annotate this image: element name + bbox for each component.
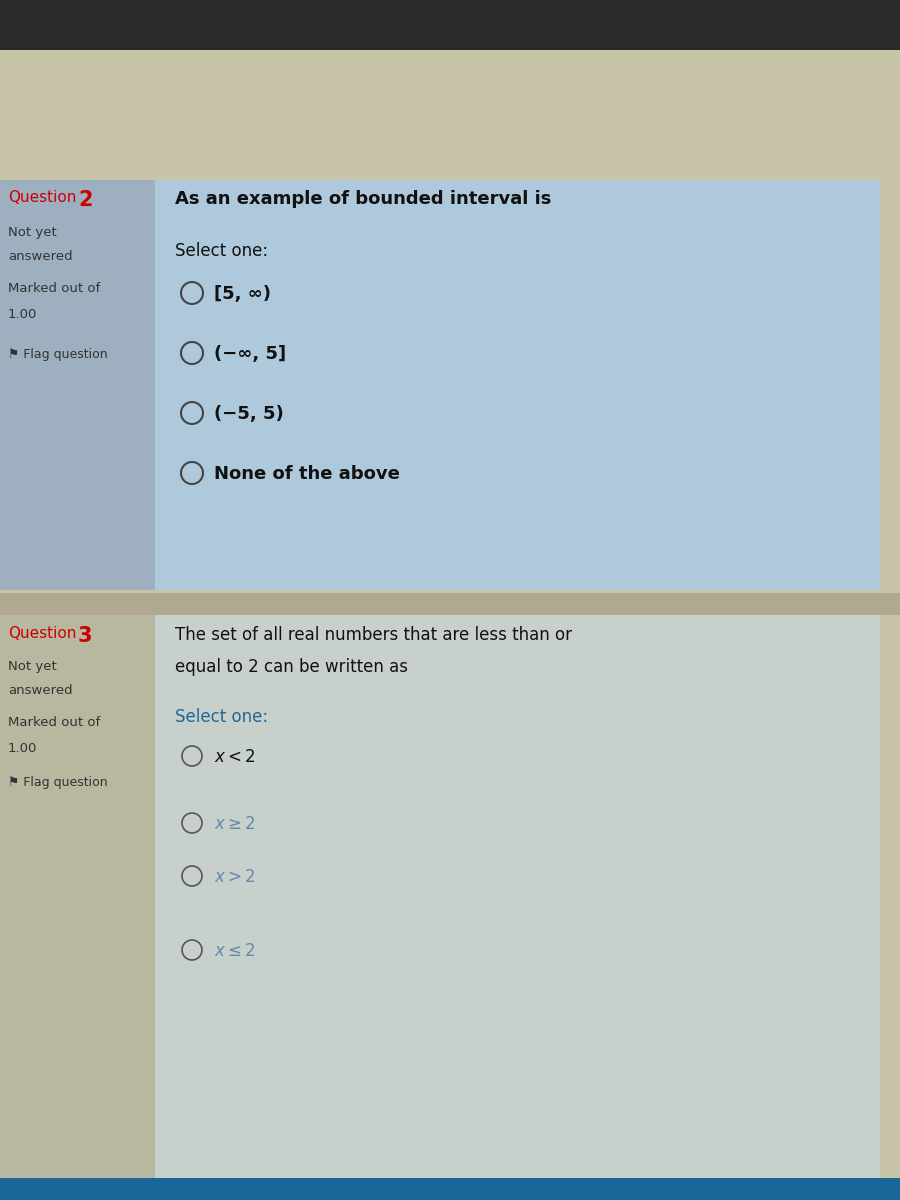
Text: $x \leq 2$: $x \leq 2$ (214, 942, 256, 960)
Text: (−∞, 5]: (−∞, 5] (214, 344, 286, 362)
Text: Question: Question (8, 190, 76, 205)
Text: Marked out of: Marked out of (8, 282, 100, 295)
Text: ⚑ Flag question: ⚑ Flag question (8, 348, 108, 361)
FancyBboxPatch shape (155, 180, 880, 590)
Text: The set of all real numbers that are less than or: The set of all real numbers that are les… (175, 626, 572, 644)
Text: (−5, 5): (−5, 5) (214, 404, 284, 422)
Text: ⚑ Flag question: ⚑ Flag question (8, 776, 108, 790)
Text: answered: answered (8, 684, 73, 697)
Text: [5, ∞): [5, ∞) (214, 284, 271, 302)
FancyBboxPatch shape (0, 1178, 900, 1200)
Text: 2: 2 (78, 190, 93, 210)
Text: Not yet: Not yet (8, 660, 57, 673)
Text: equal to 2 can be written as: equal to 2 can be written as (175, 658, 408, 676)
Text: $x < 2$: $x < 2$ (214, 748, 256, 766)
FancyBboxPatch shape (0, 50, 900, 1178)
FancyBboxPatch shape (0, 614, 155, 1178)
Text: Select one:: Select one: (175, 708, 268, 726)
Text: $x > 2$: $x > 2$ (214, 868, 256, 886)
Text: Marked out of: Marked out of (8, 716, 100, 728)
Text: 1.00: 1.00 (8, 308, 38, 320)
Text: $x \geq 2$: $x \geq 2$ (214, 815, 256, 833)
Text: Question: Question (8, 626, 76, 641)
FancyBboxPatch shape (0, 0, 900, 50)
Text: 1.00: 1.00 (8, 742, 38, 755)
Text: Select one:: Select one: (175, 242, 268, 260)
Text: answered: answered (8, 250, 73, 263)
Text: Not yet: Not yet (8, 226, 57, 239)
FancyBboxPatch shape (0, 593, 900, 614)
Text: As an example of bounded interval is: As an example of bounded interval is (175, 190, 552, 208)
Text: 3: 3 (78, 626, 93, 646)
Text: None of the above: None of the above (214, 464, 400, 482)
FancyBboxPatch shape (0, 180, 155, 590)
FancyBboxPatch shape (155, 614, 880, 1178)
